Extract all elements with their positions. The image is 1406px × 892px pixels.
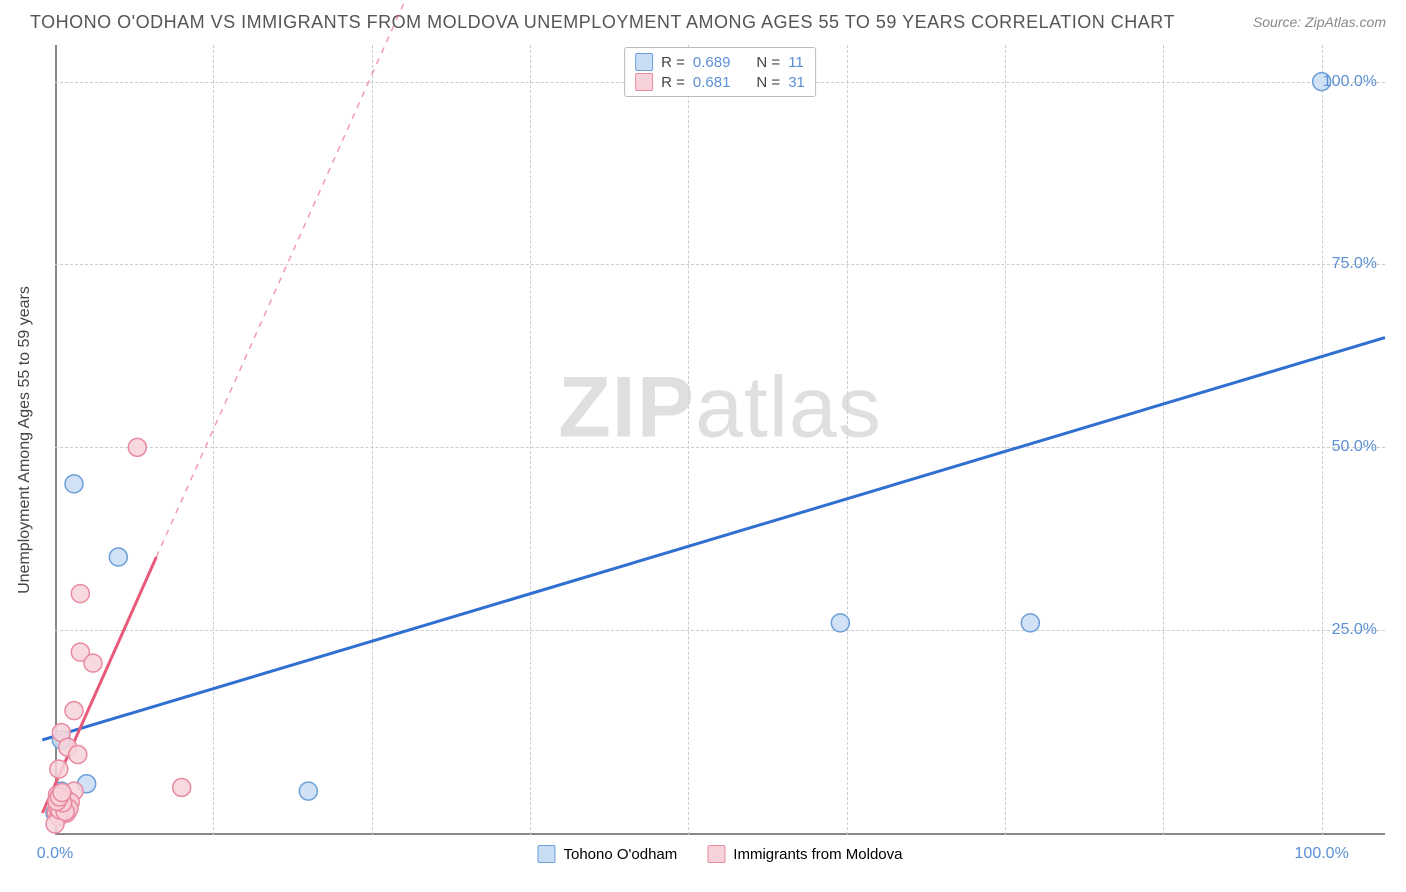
legend-correlation-row: R = 0.689 N = 11: [635, 52, 805, 72]
n-label: N =: [756, 54, 780, 71]
y-tick-label: 25.0%: [1332, 621, 1377, 639]
legend-swatch: [707, 845, 725, 863]
y-tick-label: 100.0%: [1323, 73, 1377, 91]
chart-area: Unemployment Among Ages 55 to 59 years Z…: [55, 45, 1385, 835]
legend-swatch: [635, 73, 653, 91]
n-label: N =: [756, 74, 780, 91]
source-attribution: Source: ZipAtlas.com: [1253, 14, 1386, 30]
x-tick-label: 100.0%: [1295, 845, 1349, 863]
legend-series-item: Immigrants from Moldova: [707, 845, 902, 863]
legend-series-label: Tohono O'odham: [564, 846, 678, 863]
y-tick-label: 50.0%: [1332, 438, 1377, 456]
r-label: R =: [661, 54, 685, 71]
n-value: 11: [788, 54, 804, 71]
y-axis-label: Unemployment Among Ages 55 to 59 years: [16, 286, 34, 594]
legend-series: Tohono O'odham Immigrants from Moldova: [538, 845, 903, 863]
r-label: R =: [661, 74, 685, 91]
r-value: 0.689: [693, 54, 731, 71]
n-value: 31: [788, 74, 805, 91]
legend-correlation-row: R = 0.681 N = 31: [635, 72, 805, 92]
legend-swatch: [635, 53, 653, 71]
x-tick-label: 0.0%: [37, 845, 73, 863]
legend-series-item: Tohono O'odham: [538, 845, 678, 863]
y-tick-label: 75.0%: [1332, 255, 1377, 273]
legend-series-label: Immigrants from Moldova: [733, 846, 902, 863]
chart-title: TOHONO O'ODHAM VS IMMIGRANTS FROM MOLDOV…: [30, 12, 1175, 33]
r-value: 0.681: [693, 74, 731, 91]
plot-region: ZIPatlas 25.0%50.0%75.0%100.0%0.0%100.0%: [55, 45, 1385, 835]
legend-swatch: [538, 845, 556, 863]
chart-svg: [55, 45, 1385, 835]
legend-correlation: R = 0.689 N = 11 R = 0.681 N = 31: [624, 47, 816, 97]
